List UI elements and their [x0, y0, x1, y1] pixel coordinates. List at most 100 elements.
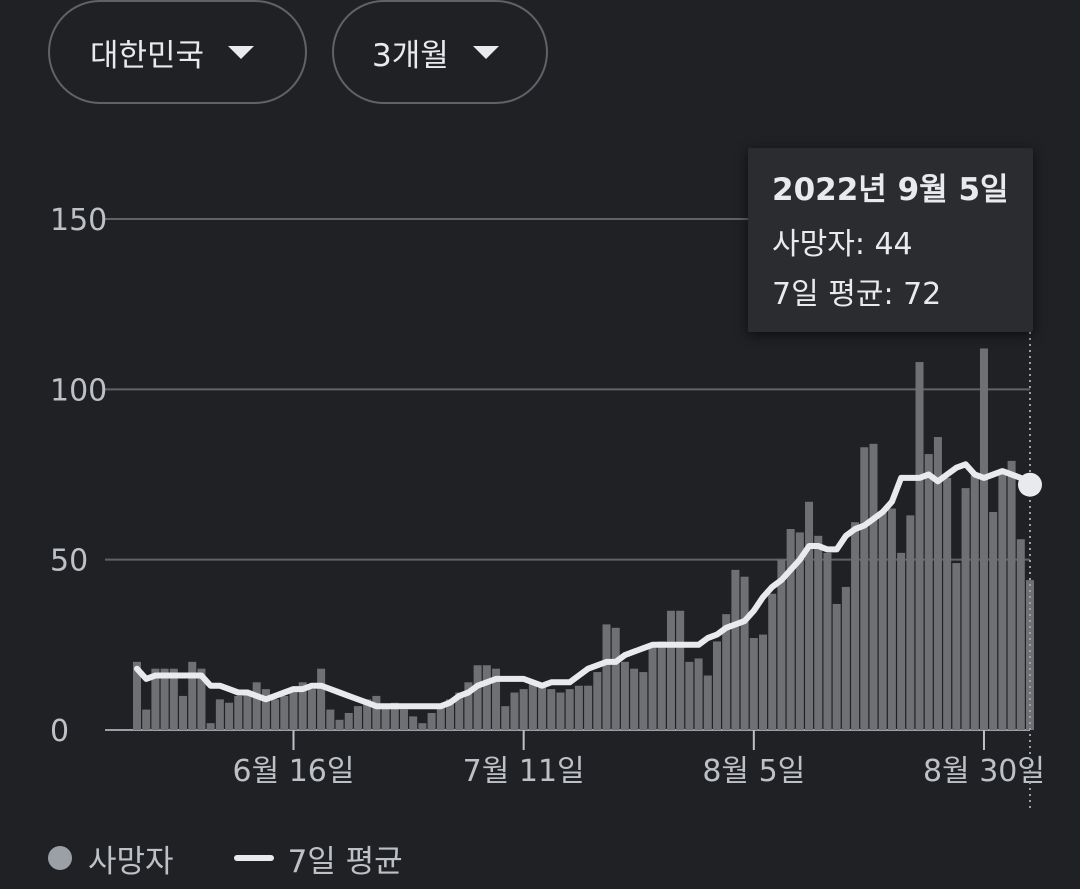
tooltip-deaths-value: 44 [874, 227, 913, 262]
bar [740, 576, 749, 730]
x-tick-label: 8월 5일 [702, 754, 805, 789]
x-tick-label: 8월 30일 [923, 754, 1045, 789]
bar [132, 661, 142, 730]
bar [887, 508, 896, 730]
bar [455, 692, 464, 730]
bar [271, 699, 280, 730]
bar [261, 689, 270, 730]
chevron-down-icon [472, 45, 499, 59]
bar [335, 719, 344, 730]
bar [234, 695, 243, 730]
bar [353, 706, 362, 730]
bar [897, 552, 906, 730]
bar [860, 447, 869, 730]
bar [574, 685, 583, 730]
bar [436, 706, 445, 730]
bar [225, 702, 234, 730]
bar [694, 658, 703, 730]
bar [418, 723, 427, 730]
bar [584, 685, 593, 730]
x-tick-label: 6월 16일 [233, 754, 355, 789]
y-tick-label: 150 [50, 203, 107, 238]
bar [473, 665, 482, 730]
x-tick-label: 7월 11일 [463, 754, 585, 789]
bar [215, 699, 224, 730]
bar [620, 661, 629, 730]
bar [538, 685, 547, 730]
bar [206, 723, 215, 730]
bar [657, 641, 666, 730]
bar [823, 552, 832, 730]
tooltip-deaths-label: 사망자 [772, 227, 855, 262]
bar [510, 692, 519, 730]
bar [814, 535, 823, 730]
bar [409, 716, 418, 730]
bar [307, 689, 316, 730]
bar [482, 665, 491, 730]
bar [565, 689, 574, 730]
bar [979, 348, 988, 730]
bar [749, 638, 758, 730]
tooltip-deaths: 사망자: 44 [772, 227, 913, 262]
range-filter-label: 3개월 [372, 37, 449, 74]
bar [998, 471, 1007, 730]
bar [630, 668, 639, 730]
bar [446, 699, 455, 730]
bar [832, 603, 841, 730]
bar [703, 675, 712, 730]
y-tick-label: 100 [50, 373, 107, 408]
bar [952, 563, 961, 730]
bar [924, 454, 933, 730]
bar [712, 641, 721, 730]
bar [915, 362, 924, 730]
bar [464, 682, 473, 730]
bar [556, 692, 565, 730]
bar [381, 706, 390, 730]
deaths-legend-swatch [48, 846, 72, 870]
bar [878, 511, 887, 730]
bar [399, 709, 408, 730]
bar [519, 689, 528, 730]
chart-legend: 사망자 7일 평균 [48, 838, 403, 880]
range-filter[interactable]: 3개월 [332, 0, 548, 104]
bar [970, 474, 979, 730]
bar [602, 624, 611, 730]
bar [280, 695, 289, 730]
bar [648, 644, 657, 730]
bar [989, 511, 998, 730]
bar [501, 706, 510, 730]
bar [326, 709, 335, 730]
bar [906, 515, 915, 730]
bar [961, 488, 970, 730]
bar [188, 661, 197, 730]
bar [722, 614, 731, 730]
bar [372, 695, 381, 730]
bar [731, 569, 740, 730]
bar [943, 477, 952, 730]
bar [289, 689, 298, 730]
bar [142, 709, 151, 730]
bar [547, 689, 556, 730]
legend-deaths-label: 사망자 [88, 843, 174, 880]
bar [390, 702, 399, 730]
bar [1007, 460, 1016, 730]
tooltip-average: 7일 평균: 72 [772, 277, 942, 312]
bar [160, 668, 169, 730]
tooltip-avg-value: 72 [903, 277, 942, 312]
bar [1025, 580, 1035, 730]
bar [197, 668, 206, 730]
deaths-chart[interactable]: 0 50 100 150 6월 16일 7월 11일 8월 5일 8월 30일 [0, 0, 1080, 830]
average-legend-swatch [233, 855, 274, 861]
y-tick-label: 50 [50, 544, 88, 579]
country-filter[interactable]: 대한민국 [48, 0, 307, 104]
highlight-point [1018, 472, 1042, 497]
bar [179, 695, 188, 730]
bar [851, 522, 860, 730]
bar [492, 668, 501, 730]
bar [933, 437, 942, 730]
bar [252, 682, 261, 730]
y-tick-label: 0 [50, 714, 69, 749]
bar [841, 586, 850, 730]
chevron-down-icon [228, 45, 255, 59]
bar [169, 668, 178, 730]
